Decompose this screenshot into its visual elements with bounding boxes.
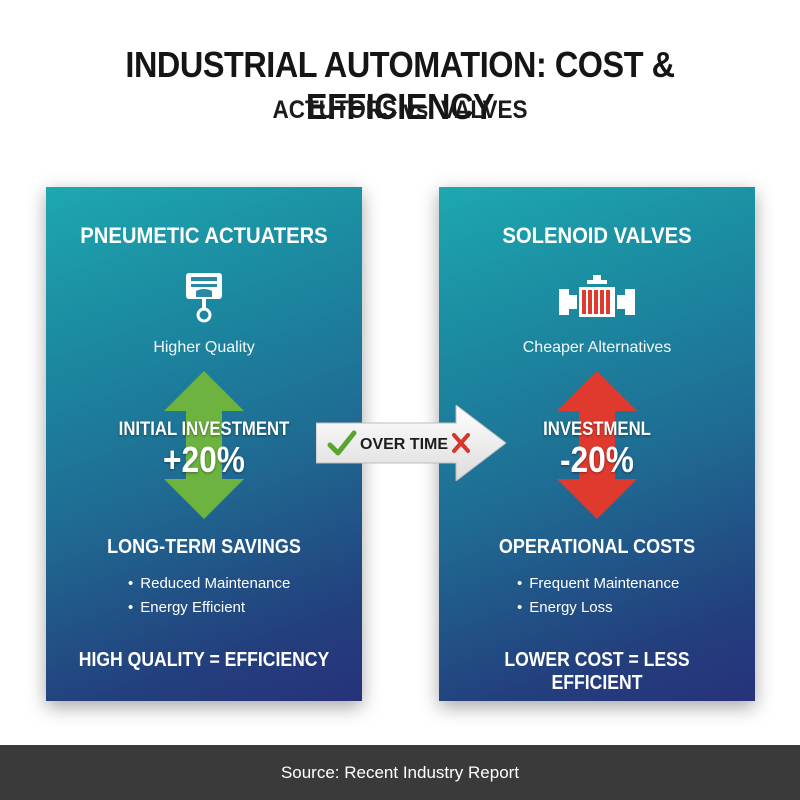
connector-label: OVER TIME [360, 436, 449, 453]
list-item: Energy Loss [517, 596, 679, 620]
section-title: LONG-TERM SAVINGS [107, 536, 301, 558]
section-title: OPERATIONAL COSTS [498, 536, 696, 558]
card-title: PNEUMETIC ACTUATERS [80, 223, 328, 248]
list-item: Energy Efficient [128, 596, 290, 620]
list-item: Frequent Maintenance [517, 572, 679, 596]
cross-icon [452, 433, 470, 453]
source-footer: Source: Recent Industry Report [0, 745, 800, 800]
checkmark-icon [327, 430, 357, 456]
metric-value: +20% [163, 439, 245, 480]
benefit-list: Reduced Maintenance Energy Efficient [128, 572, 290, 620]
page-title: INDUSTRIAL AUTOMATION: COST & EFFICIENCY [125, 44, 675, 127]
piston-icon [184, 271, 224, 328]
metric-label: INVESTMENL [543, 419, 651, 440]
card-conclusion: HIGH QUALITY = EFFICIENCY [78, 649, 330, 671]
metric-label: INITIAL INVESTMENT [118, 419, 290, 440]
page-subtitle: ACTUTORS vs. VALVES [272, 96, 528, 124]
metric-value: -20% [560, 439, 634, 480]
card-caption: Cheaper Alternatives [522, 339, 672, 356]
pneumatic-actuators-card: PNEUMETIC ACTUATERS Higher Quality INITI… [46, 187, 362, 701]
card-caption: Higher Quality [153, 339, 255, 356]
double-arrow-icon [557, 371, 637, 524]
over-time-arrow [315, 403, 507, 486]
card-conclusion: LOWER COST = LESS EFFICIENT [504, 649, 690, 694]
list-item: Reduced Maintenance [128, 572, 290, 596]
valve-icon [557, 275, 637, 324]
double-arrow-icon [164, 371, 244, 524]
drawback-list: Frequent Maintenance Energy Loss [517, 572, 679, 620]
card-title: SOLENOID VALVES [502, 223, 692, 248]
